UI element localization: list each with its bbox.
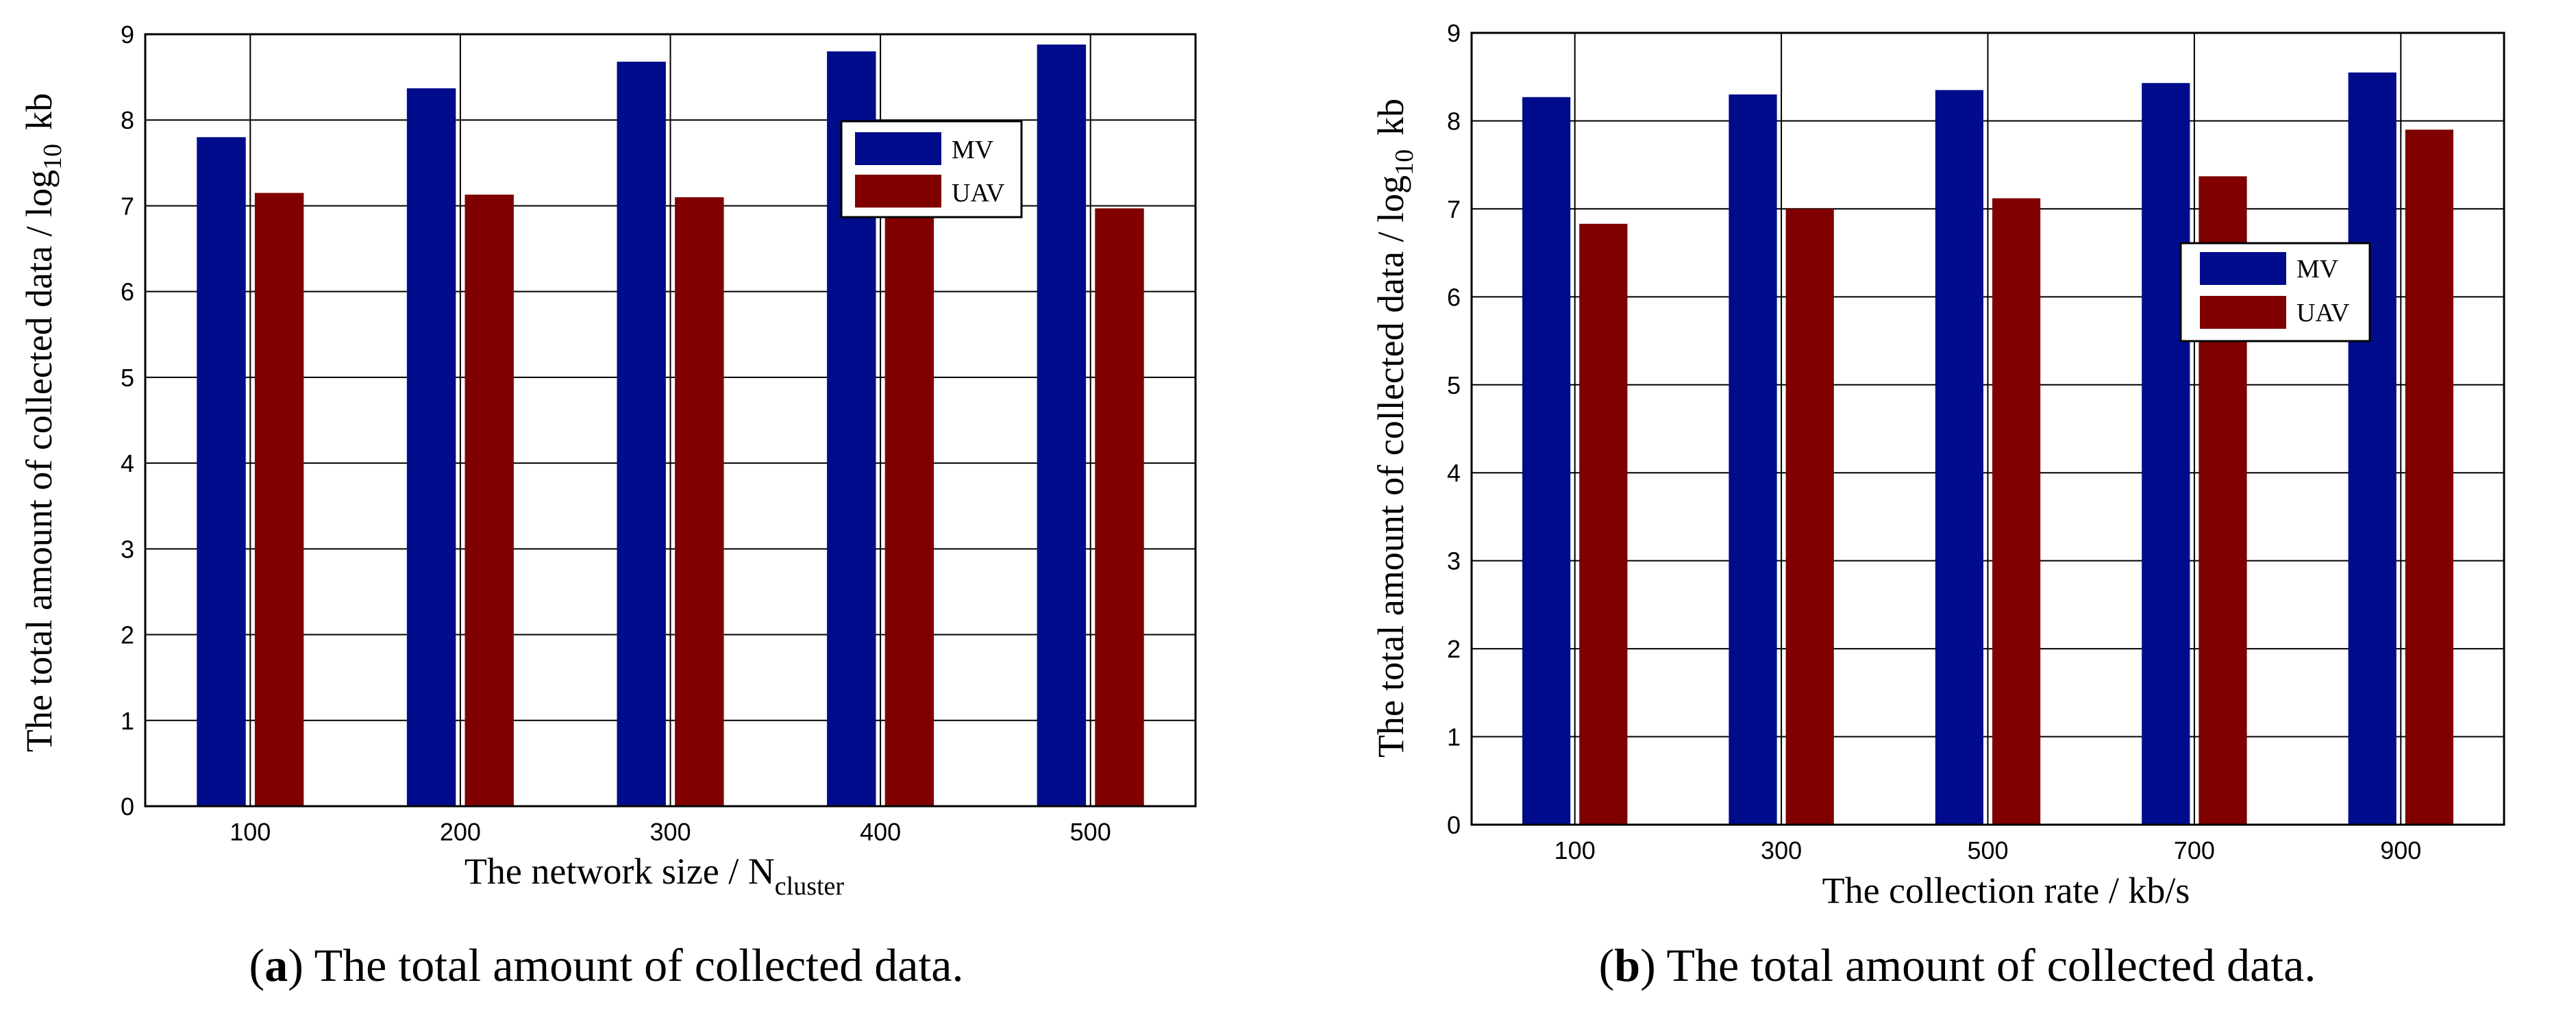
- chart-b-x-tick-label: 900: [2380, 836, 2421, 864]
- chart-a-x-tick-label: 300: [649, 818, 691, 846]
- chart-a-y-tick-label: 4: [121, 449, 134, 477]
- chart-b-x-tick-labels: 100 300 500 700 900: [1555, 836, 2422, 864]
- chart-b-legend-swatch-uav: [2200, 296, 2286, 329]
- chart-a-bar-uav-300: [675, 197, 724, 806]
- chart-b-x-tick-label: 700: [2174, 836, 2215, 864]
- chart-b-bar-uav-900: [2405, 129, 2454, 825]
- chart-a-bar-uav-100: [254, 192, 304, 806]
- chart-a-y-tick-label: 6: [121, 278, 134, 306]
- chart-a-x-tick-labels: 100 200 300 400 500: [230, 818, 1111, 846]
- chart-a-y-tick-label: 3: [121, 535, 134, 563]
- chart-a-y-tick-label: 2: [121, 621, 134, 649]
- chart-b-bar-uav-500: [1992, 198, 2041, 825]
- chart-b-bar-mv-700: [2142, 83, 2190, 825]
- chart-b-plot-frame: [1470, 32, 2505, 826]
- chart-a-bar-mv-100: [197, 137, 246, 806]
- chart-b-x-tick-label: 100: [1555, 836, 1596, 864]
- chart-a-y-tick-label: 7: [121, 192, 134, 220]
- chart-a-y-tick-label: 9: [121, 21, 134, 49]
- chart-b-legend-label-mv: MV: [2296, 255, 2339, 284]
- chart-b-bar-mv-900: [2348, 72, 2397, 825]
- chart-a-x-tick-label: 200: [440, 818, 481, 846]
- chart-a-bar-mv-300: [617, 62, 666, 806]
- chart-b-legend-label-uav: UAV: [2296, 299, 2350, 327]
- chart-a-bar-uav-500: [1095, 208, 1144, 806]
- chart-b-legend-swatch-mv: [2200, 252, 2286, 285]
- chart-b-grid: [1472, 33, 2504, 825]
- chart-a-legend-swatch-mv: [855, 132, 941, 165]
- chart-b: 0 1 2 3 4 5 6 7 8 9 100 300 500 700 900 The total amo…: [1370, 19, 2505, 991]
- chart-b-y-tick-label: 0: [1447, 811, 1461, 839]
- chart-b-legend: MV UAV: [2179, 242, 2371, 342]
- chart-b-y-axis-label: The total amount of collected data / log…: [1370, 99, 1419, 758]
- chart-b-y-tick-label: 4: [1447, 459, 1461, 487]
- chart-b-y-tick-label: 8: [1447, 107, 1461, 135]
- chart-a-x-tick-label: 100: [230, 818, 271, 846]
- chart-b-bars: [1522, 72, 2454, 825]
- chart-a-plot-frame: [144, 33, 1197, 808]
- chart-b-x-tick-label: 500: [1967, 836, 2008, 864]
- chart-b-bar-uav-100: [1579, 223, 1628, 825]
- chart-a-x-tick-label: 400: [860, 818, 901, 846]
- chart-b-y-tick-label: 9: [1447, 19, 1461, 47]
- chart-a-legend: MV UAV: [840, 120, 1023, 219]
- chart-a-bars: [197, 45, 1144, 807]
- chart-b-bar-mv-300: [1729, 94, 1777, 825]
- chart-a-bar-uav-200: [465, 195, 514, 807]
- chart-a-caption: (a) The total amount of collected data.: [249, 939, 964, 991]
- chart-b-bar-uav-300: [1785, 208, 1834, 825]
- chart-b-y-tick-labels: 0 1 2 3 4 5 6 7 8 9: [1447, 19, 1461, 839]
- chart-a-legend-label-uav: UAV: [952, 179, 1005, 208]
- chart-a-x-axis-label: The network size / Ncluster: [465, 851, 844, 901]
- chart-a-bar-mv-200: [406, 88, 456, 806]
- chart-b-y-tick-label: 2: [1447, 635, 1461, 663]
- chart-a-bar-uav-400: [884, 201, 934, 806]
- chart-a-y-tick-labels: 0 1 2 3 4 5 6 7 8 9: [121, 21, 134, 821]
- chart-b-bar-mv-100: [1522, 97, 1571, 825]
- chart-b-x-axis-label: The collection rate / kb/s: [1822, 870, 2190, 911]
- chart-b-caption: (b) The total amount of collected data.: [1599, 939, 2316, 991]
- chart-a-legend-swatch-uav: [855, 175, 941, 208]
- chart-a-y-axis-label: The total amount of collected data / log…: [18, 93, 67, 752]
- chart-a-y-tick-label: 1: [121, 707, 134, 735]
- chart-b-x-tick-label: 300: [1761, 836, 1802, 864]
- chart-a-y-tick-label: 8: [121, 106, 134, 134]
- chart-a-y-tick-label: 0: [121, 792, 134, 821]
- chart-b-bar-mv-500: [1935, 90, 1984, 825]
- chart-a: 0 1 2 3 4 5 6 7 8 9 100 200 300 400 500 The total amo…: [18, 21, 1197, 991]
- chart-b-y-tick-label: 1: [1447, 723, 1461, 751]
- chart-b-y-tick-label: 5: [1447, 371, 1461, 399]
- chart-a-legend-label-mv: MV: [952, 136, 994, 164]
- chart-b-y-tick-label: 7: [1447, 195, 1461, 223]
- chart-a-bar-mv-500: [1037, 45, 1087, 807]
- chart-b-y-tick-label: 6: [1447, 283, 1461, 311]
- chart-b-y-tick-label: 3: [1447, 547, 1461, 575]
- chart-a-x-tick-label: 500: [1070, 818, 1111, 846]
- chart-a-y-tick-label: 5: [121, 364, 134, 392]
